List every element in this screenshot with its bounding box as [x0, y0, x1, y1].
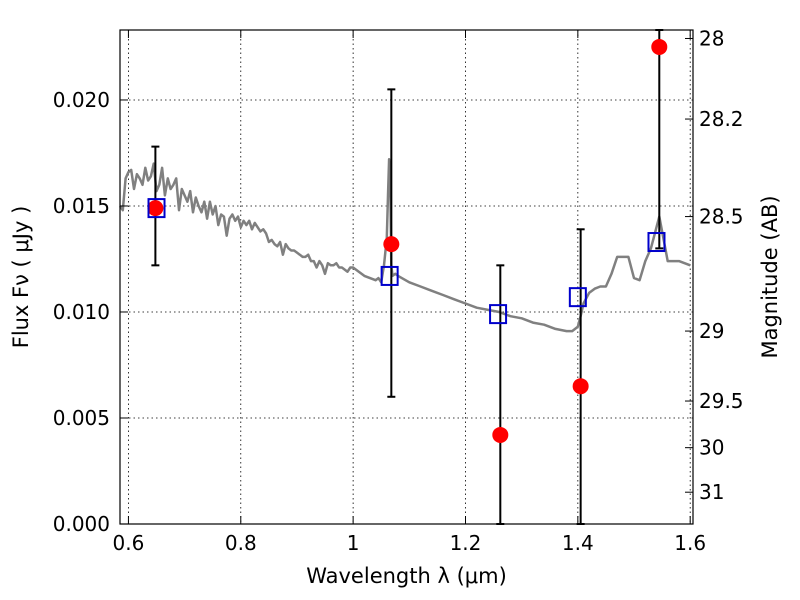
x-axis-label: Wavelength λ (μm) — [306, 564, 507, 588]
right-axis-label: Magnitude (AB) — [758, 195, 782, 358]
y-tick-label: 0.015 — [53, 194, 110, 218]
right-tick-label: 30 — [699, 436, 724, 460]
error-bars — [151, 29, 664, 525]
y-axis-label: Flux Fν ( μJy ) — [9, 206, 33, 349]
right-tick-label: 31 — [699, 480, 724, 504]
observed-points — [147, 38, 668, 443]
model-sed — [118, 158, 691, 333]
x-axis-ticks: 0.6 0.8 1 1.2 1.4 1.6 — [113, 30, 706, 555]
observed-point — [492, 426, 509, 443]
model-sed-line — [118, 158, 691, 333]
x-tick-label: 0.6 — [113, 531, 145, 555]
plot-frame — [119, 29, 694, 525]
x-tick-label: 1.4 — [562, 531, 594, 555]
synthetic-point — [568, 287, 587, 308]
y-axis-ticks: 0.000 0.005 0.010 0.015 0.020 — [53, 88, 128, 536]
synthetic-point — [380, 265, 399, 286]
synthetic-point — [489, 304, 508, 325]
synthetic-point — [147, 198, 166, 219]
observed-point — [383, 236, 400, 253]
right-axis-ticks: 28 28.2 28.5 29 29.5 30 31 — [685, 26, 744, 504]
observed-point — [147, 200, 164, 217]
right-tick-label: 28.5 — [699, 205, 744, 229]
y-tick-label: 0.010 — [53, 300, 110, 324]
y-tick-label: 0.000 — [53, 512, 110, 536]
right-tick-label: 29.5 — [699, 389, 744, 413]
x-tick-label: 1 — [347, 531, 360, 555]
x-tick-label: 1.6 — [674, 531, 706, 555]
observed-point — [651, 38, 668, 55]
grid-lines — [120, 30, 693, 525]
synthetic-point — [647, 232, 666, 253]
y-tick-label: 0.020 — [53, 88, 110, 112]
synthetic-points — [147, 198, 666, 325]
right-tick-label: 28.2 — [699, 107, 744, 131]
y-tick-label: 0.005 — [53, 406, 110, 430]
right-tick-label: 29 — [699, 319, 724, 343]
x-tick-label: 1.2 — [450, 531, 482, 555]
x-tick-label: 0.8 — [225, 531, 257, 555]
right-tick-label: 28 — [699, 26, 724, 50]
observed-point — [572, 378, 589, 395]
